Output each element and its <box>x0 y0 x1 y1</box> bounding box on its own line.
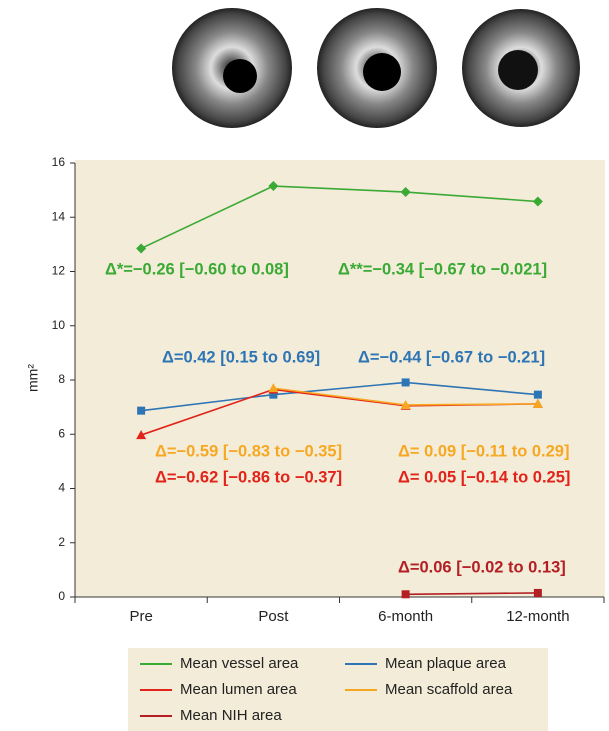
ivus-lumen <box>498 50 538 90</box>
annotation: Δ=−0.62 [−0.86 to −0.37] <box>155 468 342 486</box>
legend-label: Mean vessel area <box>180 655 299 672</box>
legend-label: Mean plaque area <box>385 655 507 672</box>
ivus-lumen <box>363 53 401 91</box>
plot-background <box>75 160 605 597</box>
annotation: Δ= 0.09 [−0.11 to 0.29] <box>398 442 569 460</box>
annotation: Δ*=−0.26 [−0.60 to 0.08] <box>105 260 289 278</box>
y-tick-label: 12 <box>52 264 66 278</box>
annotation: Δ= 0.05 [−0.14 to 0.25] <box>398 468 570 486</box>
y-tick-label: 6 <box>58 426 65 440</box>
ivus-lumen <box>223 59 257 93</box>
marker <box>402 378 410 386</box>
y-tick-label: 16 <box>52 155 66 169</box>
annotation: Δ=−0.44 [−0.67 to −0.21] <box>358 348 545 366</box>
y-tick-label: 8 <box>58 372 65 386</box>
annotation: Δ=−0.59 [−0.83 to −0.35] <box>155 442 342 460</box>
y-tick-label: 14 <box>52 209 66 223</box>
y-tick-label: 10 <box>52 318 66 332</box>
x-tick-label: 12-month <box>506 608 569 625</box>
x-tick-label: Pre <box>129 608 152 625</box>
marker <box>534 391 542 399</box>
x-tick-label: 6-month <box>378 608 433 625</box>
legend-label: Mean lumen area <box>180 681 297 698</box>
y-tick-label: 2 <box>58 535 65 549</box>
annotation: Δ**=−0.34 [−0.67 to −0.021] <box>338 260 547 278</box>
annotation: Δ=0.06 [−0.02 to 0.13] <box>398 558 566 576</box>
chart: mm² 0 2 4 6 8 10 12 14 16 Pre Post 6-month 12-month Δ… <box>0 0 609 731</box>
legend-label: Mean scaffold area <box>385 681 513 698</box>
y-tick-label: 4 <box>58 481 65 495</box>
ivus-images <box>172 8 580 128</box>
marker <box>137 407 145 415</box>
y-tick-label: 0 <box>58 589 65 603</box>
legend-label: Mean NIH area <box>180 707 282 724</box>
marker <box>534 589 542 597</box>
x-tick-label: Post <box>258 608 289 625</box>
marker <box>402 590 410 598</box>
annotation: Δ=0.42 [0.15 to 0.69] <box>162 348 320 366</box>
y-axis-label: mm² <box>25 364 41 392</box>
